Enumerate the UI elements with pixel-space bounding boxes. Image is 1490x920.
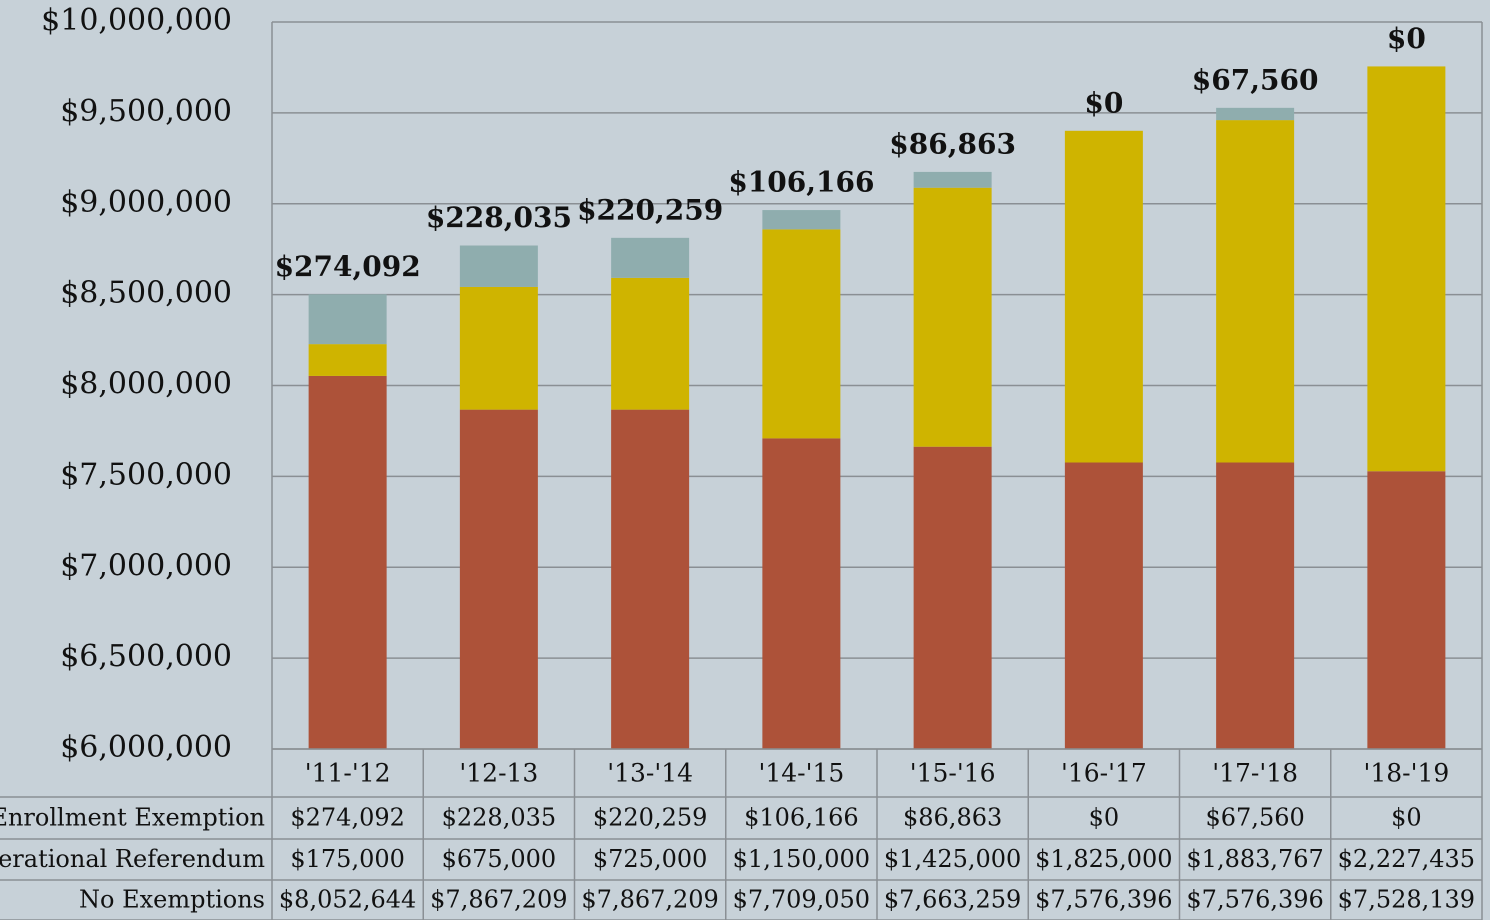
legend-label: No Exemptions [79,886,265,914]
table-cell: $67,560 [1206,804,1305,832]
table-cell: $0 [1089,804,1120,832]
bar-segment [913,446,992,749]
table-cell: $86,863 [903,804,1002,832]
y-tick-label: $7,000,000 [60,548,232,583]
bar-segment [1367,471,1446,749]
y-tick-label: $7,500,000 [60,457,232,492]
x-tick-label: '12-13 [459,759,538,788]
table-cell: $1,825,000 [1035,845,1172,873]
table-cell: $7,528,139 [1338,886,1475,914]
x-tick-label: '15-'16 [910,759,996,788]
data-label: $0 [1387,22,1426,55]
table-cell: $1,150,000 [733,845,870,873]
table-cell: $228,035 [442,804,557,832]
data-label: $106,166 [728,166,874,199]
bar-segment [762,210,841,230]
table-cell: $8,052,644 [279,886,416,914]
x-tick-label: '16-'17 [1061,759,1147,788]
bar-segment [459,409,538,749]
data-label: $220,259 [577,193,723,226]
legend-label: Operational Referendum [0,845,265,873]
bar-segment [1216,120,1295,463]
data-label: $228,035 [426,201,572,234]
table-cell: $7,576,396 [1186,886,1323,914]
x-tick-label: '11-'12 [305,759,391,788]
data-label: $0 [1084,86,1123,119]
table-cell: $1,883,767 [1186,845,1323,873]
table-cell: $2,227,435 [1338,845,1475,873]
y-tick-label: $9,000,000 [60,185,232,220]
table-cell: $7,576,396 [1035,886,1172,914]
table-cell: $7,709,050 [733,886,870,914]
data-label: $86,863 [889,127,1016,160]
table-cell: $220,259 [593,804,708,832]
table-cell: $0 [1391,804,1422,832]
bar-segment [611,409,690,749]
table-cell: $675,000 [442,845,557,873]
y-tick-label: $8,500,000 [60,276,232,311]
data-label: $274,092 [275,250,421,283]
bar-segment [1216,107,1295,121]
y-tick-label: $6,000,000 [60,730,232,765]
bar-segment [762,438,841,749]
bar-segment [913,187,992,447]
bar-segment [308,294,387,345]
bar-segment [1216,462,1295,749]
data-label: $67,560 [1192,63,1319,96]
table-cell: $7,867,209 [430,886,567,914]
x-tick-label: '17-'18 [1212,759,1298,788]
bar-segment [459,286,538,410]
bar-segment [308,344,387,376]
y-tick-label: $6,500,000 [60,639,232,674]
bar-segment [1064,462,1143,749]
legend-label: Enrollment Exemption [0,804,265,832]
x-tick-label: '14-'15 [758,759,844,788]
bar-segment [308,375,387,749]
bar-segment [913,171,992,188]
bar-segment [611,237,690,278]
x-tick-label: '13-'14 [607,759,693,788]
table-cell: $7,867,209 [581,886,718,914]
bar-segment [459,245,538,287]
table-cell: $106,166 [744,804,859,832]
table-cell: $7,663,259 [884,886,1021,914]
table-cell: $1,425,000 [884,845,1021,873]
y-tick-label: $9,500,000 [60,94,232,129]
bar-segment [762,229,841,439]
bar-segment [1064,130,1143,463]
x-tick-label: '18-'19 [1363,759,1449,788]
table-cell: $274,092 [290,804,405,832]
bar-segment [1367,66,1446,472]
table-cell: $175,000 [290,845,405,873]
y-tick-label: $8,000,000 [60,367,232,402]
bar-segment [611,277,690,410]
table-cell: $725,000 [593,845,708,873]
y-tick-label: $10,000,000 [41,3,232,38]
